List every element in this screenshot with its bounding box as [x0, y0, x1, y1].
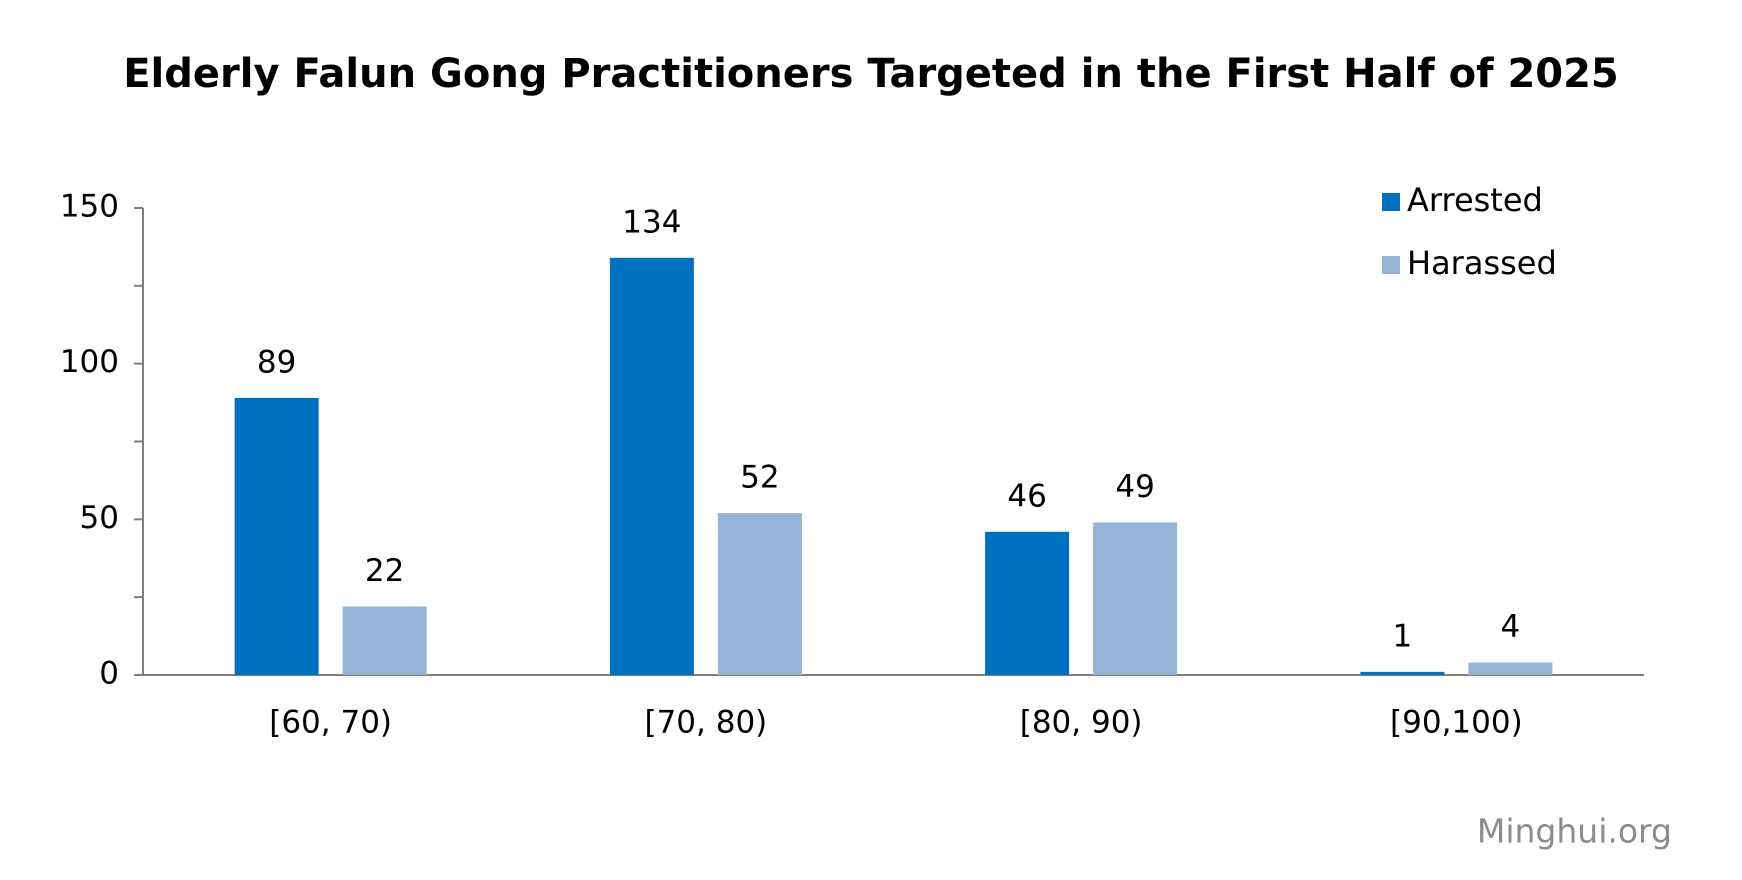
y-tick-label: 0 [99, 656, 119, 692]
bar [1360, 671, 1445, 675]
chart-title: Elderly Falun Gong Practitioners Targete… [123, 51, 1619, 97]
bar [717, 513, 802, 675]
y-tick-label: 150 [60, 189, 119, 225]
source: Minghui.org [1477, 812, 1672, 851]
y-tick-label: 100 [60, 344, 119, 380]
legend-swatch [1382, 193, 1400, 211]
x-tick-label: [90,100) [1390, 705, 1523, 741]
x-tick-label: [70, 80) [644, 705, 767, 741]
value-label: 1 [1393, 618, 1413, 654]
legend-label: Arrested [1407, 181, 1543, 219]
value-label: 4 [1501, 609, 1521, 645]
bar [1093, 522, 1178, 675]
value-label: 46 [1007, 478, 1046, 514]
value-label: 134 [622, 204, 681, 240]
bar [985, 531, 1070, 675]
legend-swatch [1382, 256, 1400, 274]
value-label: 49 [1115, 469, 1154, 505]
bar [234, 397, 319, 675]
value-label: 89 [257, 344, 296, 380]
legend-label: Harassed [1407, 244, 1557, 282]
bar [609, 257, 694, 675]
x-tick-label: [80, 90) [1020, 705, 1143, 741]
x-tick-label: [60, 70) [269, 705, 392, 741]
value-label: 52 [740, 460, 779, 496]
bar [1468, 662, 1553, 675]
bar [342, 606, 427, 675]
y-tick-label: 50 [80, 500, 119, 536]
value-label: 22 [365, 553, 404, 589]
